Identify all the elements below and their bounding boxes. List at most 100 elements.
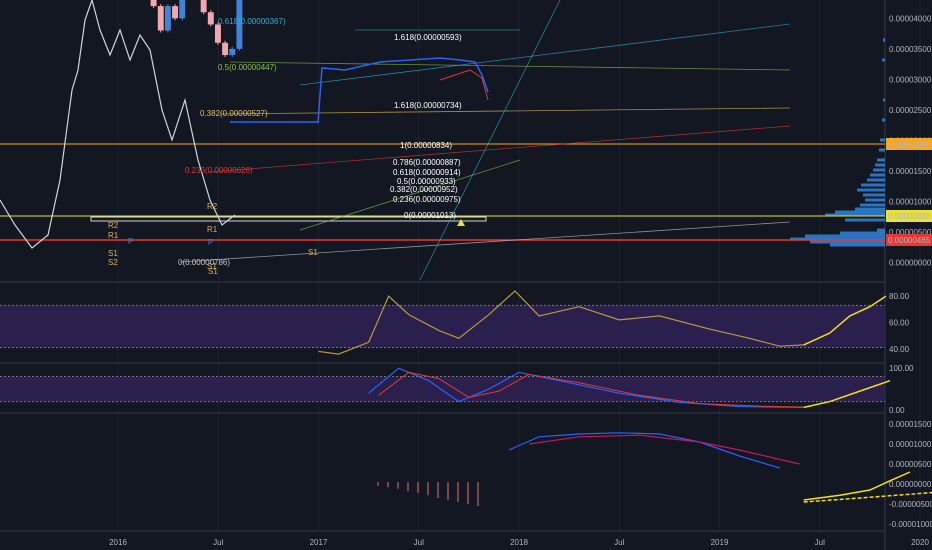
price-tick-2: 0.00003000 xyxy=(889,75,932,84)
fib-label-12: 0.236(0.00000975) xyxy=(393,195,461,204)
fib-label-5: 1.618(0.00000593) xyxy=(394,33,462,42)
price-axis: 0.00004000 0.00003500 0.00003000 0.00002500… xyxy=(886,14,932,529)
fib-label-4: 0(0.00000786) xyxy=(178,258,230,267)
candles xyxy=(150,0,243,57)
time-axis: 2016Jul2017Jul2018Jul2019Jul2020Jul2021J… xyxy=(109,538,929,547)
osc1-tick-2: 40.00 xyxy=(889,345,910,354)
white-overlay-line xyxy=(0,0,236,249)
osc3-macd-line xyxy=(508,432,780,469)
candle-16 xyxy=(214,24,221,43)
fib-ray-1 xyxy=(229,61,791,71)
price-label-2: 0.00000465 xyxy=(888,236,931,245)
osc2-forecast-line xyxy=(803,379,891,409)
vp-bar-14 xyxy=(861,183,885,187)
fib-ray-2 xyxy=(219,107,791,115)
price-label-0: 0.00000000 xyxy=(888,140,931,149)
fib-labels: 0.618(0.00000367) 0.5(0.00000447) 0.382(0.… xyxy=(178,17,462,267)
pivot-label-1: R1 xyxy=(108,231,119,240)
vp-bar-15 xyxy=(867,178,885,182)
fib-label-7: 1(0.00000834) xyxy=(400,141,452,150)
fib-label-1: 0.5(0.00000447) xyxy=(218,63,277,72)
fib-label-9: 0.618(0.00000914) xyxy=(393,168,461,177)
price-tick-6: 0.00001000 xyxy=(889,198,932,207)
fib-ray-6 xyxy=(299,159,521,231)
vp-bar-1 xyxy=(840,231,885,235)
vp-bar-2 xyxy=(805,234,885,238)
candle-11 xyxy=(179,0,186,19)
time-tick-1: Jul xyxy=(213,538,223,547)
vp-bar-9 xyxy=(855,207,885,211)
fib-ray-4 xyxy=(179,221,791,263)
pivot-label-5: R2 xyxy=(207,202,218,211)
fib-label-8: 0.786(0.00000887) xyxy=(393,158,461,167)
vp-bar-23 xyxy=(883,98,885,102)
price-tick-8: 0.00000000 xyxy=(889,259,932,268)
vp-bar-10 xyxy=(860,203,885,207)
price-tick-0: 0.00004000 xyxy=(889,14,932,23)
time-tick-4: 2018 xyxy=(510,538,528,547)
fib-label-10: 0.5(0.00000933) xyxy=(397,177,456,186)
osc1-rsi-line xyxy=(318,290,804,355)
time-tick-3: Jul xyxy=(414,538,424,547)
pivot-label-0: R2 xyxy=(108,221,119,230)
warning-marker xyxy=(457,219,465,226)
volume-profile xyxy=(790,38,885,247)
candle-15 xyxy=(207,12,214,25)
fib-label-6: 1.618(0.00000734) xyxy=(394,101,462,110)
candle-9 xyxy=(164,6,171,31)
vp-bar-13 xyxy=(857,188,885,192)
oscillators xyxy=(318,290,932,506)
price-label-1: 0.00000836 xyxy=(888,212,931,221)
candle-17 xyxy=(222,42,229,55)
fib-label-11: 0.382(0.00000952) xyxy=(390,185,458,194)
pivot-label-8: S1 xyxy=(207,262,217,271)
osc2-tick-0: 100.00 xyxy=(889,364,914,373)
osc3-signal-line xyxy=(528,434,800,465)
vp-bar-20 xyxy=(879,148,885,152)
osc2-band xyxy=(0,376,885,402)
pivot-label-9: S1 xyxy=(308,248,318,257)
fib-ray-0 xyxy=(299,23,791,86)
osc3-tick-1: 0.00001000 xyxy=(889,440,932,449)
osc3-forecast-line-b xyxy=(803,491,932,503)
ma-blue xyxy=(317,57,489,124)
time-tick-7: Jul xyxy=(815,538,825,547)
vp-bar-7 xyxy=(825,213,885,217)
vp-bar-4 xyxy=(810,240,885,244)
vp-bar-16 xyxy=(870,173,885,177)
vp-bar-19 xyxy=(877,158,885,162)
time-tick-5: Jul xyxy=(614,538,624,547)
fib-label-13: 0(0.00001013) xyxy=(404,211,456,220)
pivot-label-2: P xyxy=(128,237,133,246)
vp-bar-22 xyxy=(882,118,885,122)
fib-label-2: 0.382(0.00000527) xyxy=(200,109,268,118)
price-tick-1: 0.00003500 xyxy=(889,45,932,54)
candle-18 xyxy=(229,48,236,55)
range-box xyxy=(90,216,487,222)
candle-10 xyxy=(172,6,179,19)
time-tick-2: 2017 xyxy=(310,538,328,547)
candle-19 xyxy=(236,0,243,49)
pivot-label-4: S2 xyxy=(108,258,118,267)
vp-bar-17 xyxy=(873,168,885,172)
osc3-forecast-line-a xyxy=(803,471,911,501)
pivot-label-7: P xyxy=(208,238,213,247)
osc2-tick-1: 0.00 xyxy=(889,406,905,415)
vp-bar-21 xyxy=(880,138,885,142)
vp-bar-3 xyxy=(790,237,885,241)
candle-14 xyxy=(200,0,207,13)
osc3-tick-2: 0.00000500 xyxy=(889,460,932,469)
osc3-tick-3: 0.00000000 xyxy=(889,480,932,489)
osc3-tick-0: 0.00001500 xyxy=(889,420,932,429)
price-label-bg-2 xyxy=(886,234,932,246)
vp-bar-5 xyxy=(830,243,885,247)
vp-bar-6 xyxy=(845,218,885,222)
vp-bar-18 xyxy=(875,163,885,167)
vp-bar-12 xyxy=(863,193,885,197)
price-structure-lines xyxy=(0,0,885,281)
vp-bar-25 xyxy=(883,38,885,42)
pivot-label-10: S1 xyxy=(208,267,218,276)
